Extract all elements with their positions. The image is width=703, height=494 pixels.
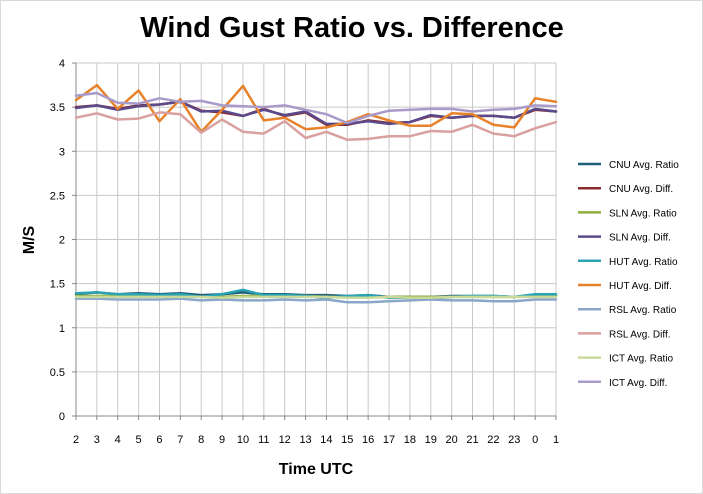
x-tick-label: 11 <box>258 434 269 446</box>
y-tick-label: 1.5 <box>50 279 65 291</box>
x-tick-label: 8 <box>198 434 204 446</box>
legend-label: ICT Avg. Ratio <box>609 354 674 365</box>
x-tick-label: 14 <box>320 434 332 446</box>
legend: CNU Avg. Ratio CNU Avg. Diff. SLN Avg. Rat… <box>578 160 679 389</box>
x-tick-labels: 2 3 4 5 6 7 8 9 10 11 12 13 14 15 16 17 18 19 20 21 22 23 0 1 <box>73 434 559 446</box>
legend-label: RSL Avg. Diff. <box>609 329 671 340</box>
legend-label: HUT Avg. Diff. <box>609 281 672 292</box>
x-tick-label: 18 <box>404 434 416 446</box>
x-tick-label: 9 <box>219 434 225 446</box>
y-axis-title: M/S <box>21 225 38 254</box>
legend-label: SLN Avg. Ratio <box>609 208 677 219</box>
y-tick-label: 4 <box>59 58 65 70</box>
x-tick-label: 6 <box>156 434 162 446</box>
axes <box>72 62 557 420</box>
legend-label: HUT Avg. Ratio <box>609 257 678 268</box>
x-tick-label: 23 <box>508 434 520 446</box>
legend-label: SLN Avg. Diff. <box>609 233 671 244</box>
series-line <box>74 91 558 125</box>
x-tick-label: 2 <box>73 434 79 446</box>
x-tick-label: 17 <box>383 434 395 446</box>
legend-label: ICT Avg. Diff. <box>609 378 667 389</box>
x-tick-label: 4 <box>115 434 121 446</box>
x-tick-label: 10 <box>237 434 249 446</box>
x-tick-label: 21 <box>466 434 478 446</box>
y-tick-labels: 0 0.5 1 1.5 2 2.5 3 3.5 4 <box>50 58 65 423</box>
x-axis-title: Time UTC <box>279 461 354 478</box>
x-tick-label: 19 <box>425 434 437 446</box>
x-tick-label: 16 <box>362 434 374 446</box>
series-lines <box>74 83 558 304</box>
x-tick-label: 13 <box>299 434 311 446</box>
x-tick-label: 5 <box>136 434 142 446</box>
y-tick-label: 1 <box>59 323 65 335</box>
x-tick-label: 3 <box>94 434 100 446</box>
x-tick-label: 7 <box>177 434 183 446</box>
x-tick-label: 0 <box>532 434 538 446</box>
y-tick-label: 2 <box>59 235 65 247</box>
x-tick-label: 20 <box>446 434 458 446</box>
y-tick-label: 3.5 <box>50 102 65 114</box>
y-tick-label: 3 <box>59 146 65 158</box>
x-tick-label: 1 <box>553 434 559 446</box>
legend-label: RSL Avg. Ratio <box>609 305 677 316</box>
x-tick-label: 12 <box>279 434 291 446</box>
y-tick-label: 0 <box>59 411 65 423</box>
legend-label: CNU Avg. Diff. <box>609 184 673 195</box>
legend-label: CNU Avg. Ratio <box>609 160 679 171</box>
chart-title: Wind Gust Ratio vs. Difference <box>140 12 564 44</box>
series-line <box>74 83 558 134</box>
series-line <box>74 297 558 304</box>
y-tick-label: 2.5 <box>50 190 65 202</box>
series-line <box>74 295 558 299</box>
y-tick-label: 0.5 <box>50 367 65 379</box>
series-line <box>74 111 558 142</box>
x-tick-label: 22 <box>487 434 499 446</box>
x-tick-label: 15 <box>341 434 353 446</box>
